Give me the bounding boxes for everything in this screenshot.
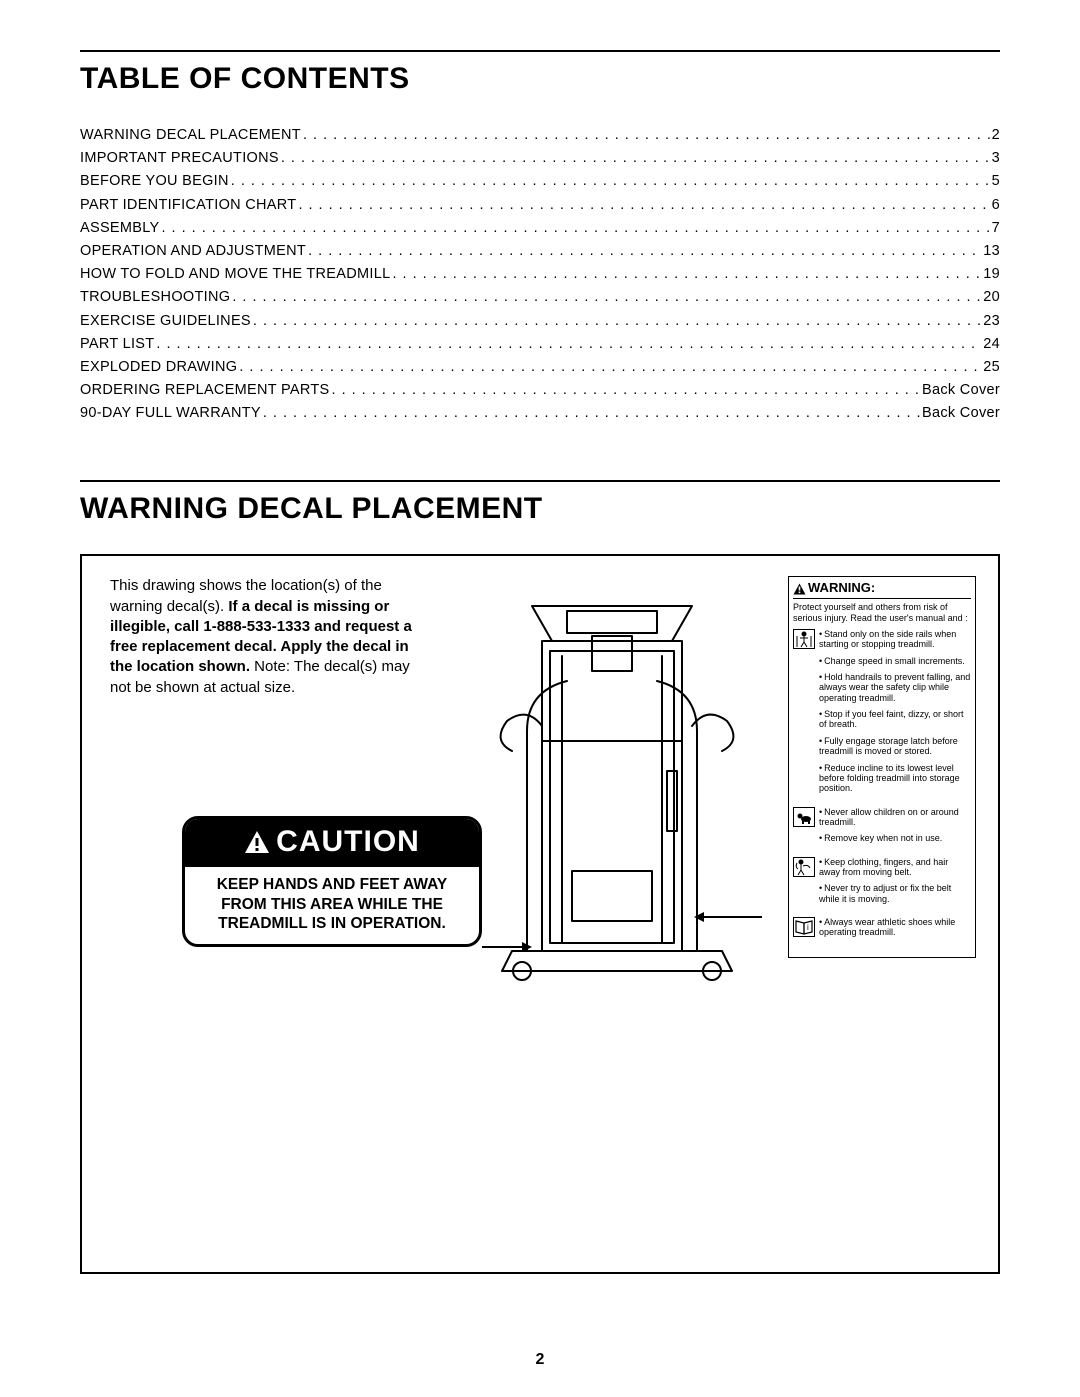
- toc-row: BEFORE YOU BEGIN 5: [80, 170, 1000, 193]
- treadmill-illustration: [472, 571, 762, 991]
- toc-page: 25: [983, 356, 1000, 379]
- warning-bullet: Stand only on the side rails when starti…: [819, 629, 971, 650]
- child-crawl-icon: [793, 807, 815, 827]
- person-rails-icon: [793, 629, 815, 649]
- toc-label: PART IDENTIFICATION CHART: [80, 194, 296, 217]
- toc-label: OPERATION AND ADJUSTMENT: [80, 240, 306, 263]
- warning-bullet: Always wear athletic shoes while operati…: [819, 917, 971, 938]
- toc-row: EXERCISE GUIDELINES 23: [80, 310, 1000, 333]
- warning-group: Keep clothing, fingers, and hair away fr…: [793, 857, 971, 910]
- caution-decal: CAUTION KEEP HANDS AND FEET AWAY FROM TH…: [182, 816, 482, 946]
- toc-row: HOW TO FOLD AND MOVE THE TREADMILL 19: [80, 263, 1000, 286]
- toc-row: ASSEMBLY 7: [80, 217, 1000, 240]
- toc-page: 7: [992, 217, 1000, 240]
- warning-bullet: Fully engage storage latch before treadm…: [819, 736, 971, 757]
- toc-dots: [232, 286, 981, 309]
- toc-title: TABLE OF CONTENTS: [80, 62, 1000, 96]
- page-number: 2: [0, 1351, 1080, 1369]
- rule-mid: [80, 480, 1000, 482]
- toc-page: 19: [983, 263, 1000, 286]
- toc-page: 20: [983, 286, 1000, 309]
- toc-dots: [332, 379, 921, 402]
- toc-dots: [263, 402, 920, 425]
- warning-decal-header: WARNING:: [793, 581, 971, 599]
- warning-bullet: Change speed in small increments.: [819, 656, 971, 666]
- warning-bullet: Keep clothing, fingers, and hair away fr…: [819, 857, 971, 878]
- toc-label: IMPORTANT PRECAUTIONS: [80, 147, 279, 170]
- toc-row: 90-DAY FULL WARRANTY Back Cover: [80, 402, 1000, 425]
- warning-bullet: Never allow children on or around treadm…: [819, 807, 971, 828]
- toc-dots: [298, 194, 989, 217]
- warning-group: Never allow children on or around treadm…: [793, 807, 971, 850]
- intro-text: This drawing shows the location(s) of th…: [110, 576, 420, 698]
- toc-page: 23: [983, 310, 1000, 333]
- toc-row: PART IDENTIFICATION CHART 6: [80, 194, 1000, 217]
- warning-decal: WARNING: Protect yourself and others fro…: [788, 576, 976, 957]
- toc-label: WARNING DECAL PLACEMENT: [80, 124, 301, 147]
- toc-page: 3: [992, 147, 1000, 170]
- toc-row: IMPORTANT PRECAUTIONS 3: [80, 147, 1000, 170]
- rule-top: [80, 50, 1000, 52]
- warning-bullet: Reduce incline to its lowest level befor…: [819, 763, 971, 794]
- warning-triangle-icon: [244, 830, 270, 854]
- toc-row: WARNING DECAL PLACEMENT 2: [80, 124, 1000, 147]
- warning-group-text: Keep clothing, fingers, and hair away fr…: [819, 857, 971, 910]
- warning-decal-header-text: WARNING:: [808, 581, 875, 596]
- warning-triangle-small-icon: [793, 583, 806, 595]
- warning-group: Stand only on the side rails when starti…: [793, 629, 971, 799]
- table-of-contents: WARNING DECAL PLACEMENT2IMPORTANT PRECAU…: [80, 124, 1000, 425]
- toc-label: BEFORE YOU BEGIN: [80, 170, 229, 193]
- loose-items-icon: [793, 857, 815, 877]
- toc-row: PART LIST 24: [80, 333, 1000, 356]
- warning-group: i Always wear athletic shoes while operat…: [793, 917, 971, 944]
- toc-dots: [162, 217, 990, 240]
- toc-dots: [231, 170, 990, 193]
- toc-label: EXERCISE GUIDELINES: [80, 310, 251, 333]
- toc-row: ORDERING REPLACEMENT PARTS Back Cover: [80, 379, 1000, 402]
- toc-page: 5: [992, 170, 1000, 193]
- toc-label: ASSEMBLY: [80, 217, 160, 240]
- warning-group-text: Never allow children on or around treadm…: [819, 807, 971, 850]
- toc-page: 6: [992, 194, 1000, 217]
- toc-dots: [239, 356, 981, 379]
- toc-label: ORDERING REPLACEMENT PARTS: [80, 379, 330, 402]
- toc-row: EXPLODED DRAWING 25: [80, 356, 1000, 379]
- toc-dots: [281, 147, 990, 170]
- caution-header-text: CAUTION: [276, 825, 420, 859]
- toc-label: 90-DAY FULL WARRANTY: [80, 402, 261, 425]
- toc-dots: [253, 310, 981, 333]
- toc-dots: [156, 333, 981, 356]
- toc-row: TROUBLESHOOTING 20: [80, 286, 1000, 309]
- warning-bullet: Never try to adjust or fix the belt whil…: [819, 883, 971, 904]
- toc-label: HOW TO FOLD AND MOVE THE TREADMILL: [80, 263, 390, 286]
- warning-group-text: Stand only on the side rails when starti…: [819, 629, 971, 799]
- toc-page: Back Cover: [922, 379, 1000, 402]
- toc-page: Back Cover: [922, 402, 1000, 425]
- warning-group-text: Always wear athletic shoes while operati…: [819, 917, 971, 944]
- toc-page: 2: [992, 124, 1000, 147]
- toc-label: EXPLODED DRAWING: [80, 356, 237, 379]
- caution-body: KEEP HANDS AND FEET AWAY FROM THIS AREA …: [185, 867, 479, 943]
- warning-section-title: WARNING DECAL PLACEMENT: [80, 492, 1000, 526]
- diagram-box: This drawing shows the location(s) of th…: [80, 554, 1000, 1274]
- caution-header: CAUTION: [185, 819, 479, 867]
- warning-bullet: Stop if you feel faint, dizzy, or short …: [819, 709, 971, 730]
- toc-label: TROUBLESHOOTING: [80, 286, 230, 309]
- svg-text:i: i: [807, 923, 809, 932]
- toc-row: OPERATION AND ADJUSTMENT 13: [80, 240, 1000, 263]
- warning-bullet: Remove key when not in use.: [819, 833, 971, 843]
- manual-book-icon: i: [793, 917, 815, 937]
- toc-label: PART LIST: [80, 333, 154, 356]
- toc-page: 24: [983, 333, 1000, 356]
- toc-dots: [308, 240, 981, 263]
- toc-dots: [303, 124, 990, 147]
- warning-decal-intro: Protect yourself and others from risk of…: [793, 602, 971, 623]
- toc-page: 13: [983, 240, 1000, 263]
- warning-bullet: Hold handrails to prevent falling, and a…: [819, 672, 971, 703]
- toc-dots: [392, 263, 981, 286]
